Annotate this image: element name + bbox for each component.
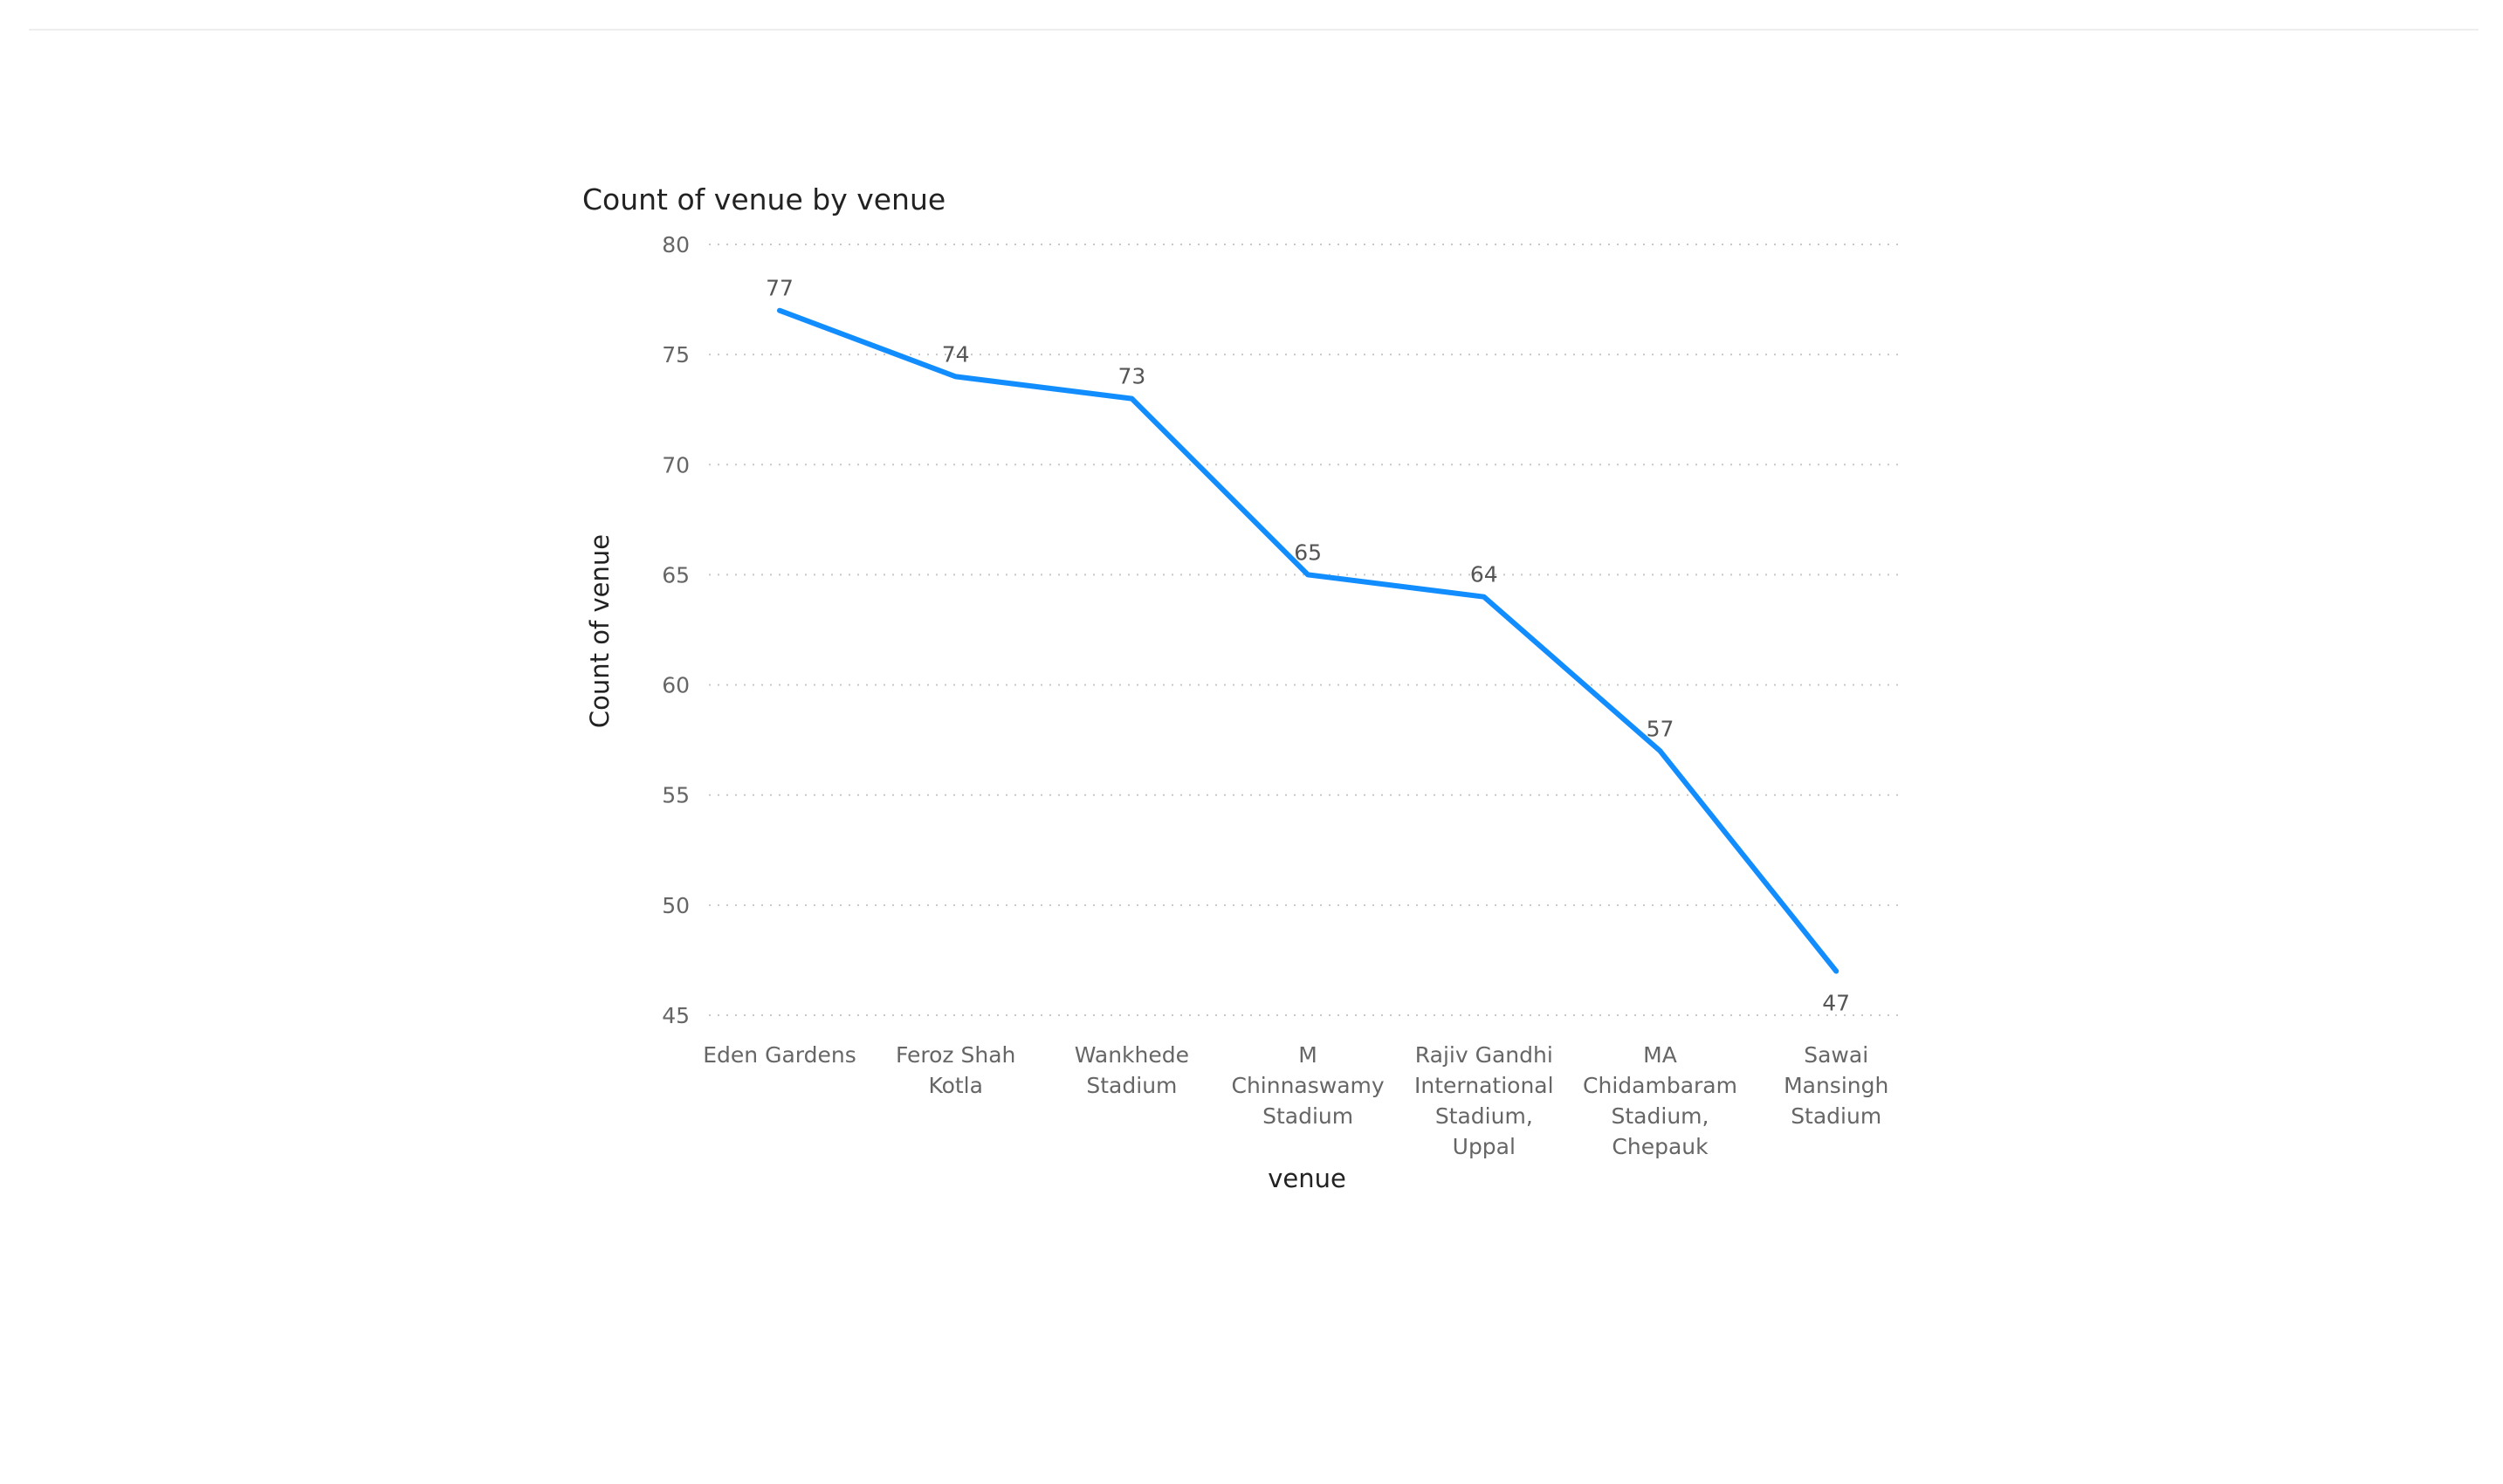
data-label: 65 [1294,539,1322,565]
data-labels: 77 74 73 65 64 57 47 [766,276,1850,1016]
data-label: 57 [1647,716,1674,741]
x-tick-label-line: Chepauk [1612,1134,1709,1159]
y-axis-ticks: 80 75 70 65 60 55 50 45 [662,232,690,1028]
y-tick-label: 60 [662,673,690,698]
x-tick-label-line: Rajiv Gandhi [1415,1042,1553,1068]
x-tick-label-line: Kotla [928,1073,983,1098]
x-tick-label-line: Eden Gardens [703,1042,856,1068]
y-axis-title: Count of venue [585,534,615,728]
y-tick-label: 65 [662,562,690,587]
data-label: 47 [1822,991,1850,1016]
x-tick-label-line: Uppal [1453,1134,1516,1159]
x-tick-label-line: Stadium [1791,1103,1881,1129]
y-tick-label: 75 [662,342,690,368]
series-line-group [777,307,1839,974]
x-tick-label: Feroz Shah Kotla [896,1042,1015,1098]
x-tick-label-line: Wankhede [1075,1042,1189,1068]
data-label: 74 [942,341,970,367]
x-tick-label-line: Mansingh [1784,1073,1888,1098]
gridlines [709,244,1905,1016]
x-tick-label-line: Chidambaram [1583,1073,1737,1098]
data-label: 64 [1470,562,1498,587]
x-tick-label-line: Feroz Shah [896,1042,1015,1068]
y-tick-label: 55 [662,783,690,808]
y-tick-label: 70 [662,452,690,477]
x-axis-ticks: Eden Gardens Feroz Shah Kotla Wankhede Stadi… [703,1042,1888,1159]
y-tick-label: 80 [662,232,690,258]
x-tick-label-line: International [1414,1073,1554,1098]
x-tick-label: Rajiv Gandhi International Stadium, Uppal [1414,1042,1554,1159]
x-tick-label-line: M [1298,1042,1317,1068]
top-divider [29,29,2479,31]
x-tick-label-line: Sawai [1804,1042,1868,1068]
y-tick-label: 50 [662,893,690,918]
y-tick-label: 45 [662,1003,690,1028]
chart-title: Count of venue by venue [582,182,946,216]
x-axis-title: venue [1268,1164,1346,1193]
x-tick-label: Sawai Mansingh Stadium [1784,1042,1888,1129]
x-tick-label-line: Chinnaswamy [1231,1073,1384,1098]
x-tick-label-line: Stadium [1086,1073,1177,1098]
x-tick-label-line: MA [1643,1042,1677,1068]
x-tick-label: Eden Gardens [703,1042,856,1068]
x-tick-label: M Chinnaswamy Stadium [1231,1042,1384,1129]
x-tick-label-line: Stadium, [1435,1103,1533,1129]
x-tick-label-line: Stadium, [1612,1103,1709,1129]
x-tick-label: Wankhede Stadium [1075,1042,1189,1098]
x-tick-label-line: Stadium [1262,1103,1353,1129]
data-label: 73 [1117,364,1145,389]
data-label: 77 [766,276,794,301]
series-line [777,307,1839,974]
x-tick-label: MA Chidambaram Stadium, Chepauk [1583,1042,1737,1159]
